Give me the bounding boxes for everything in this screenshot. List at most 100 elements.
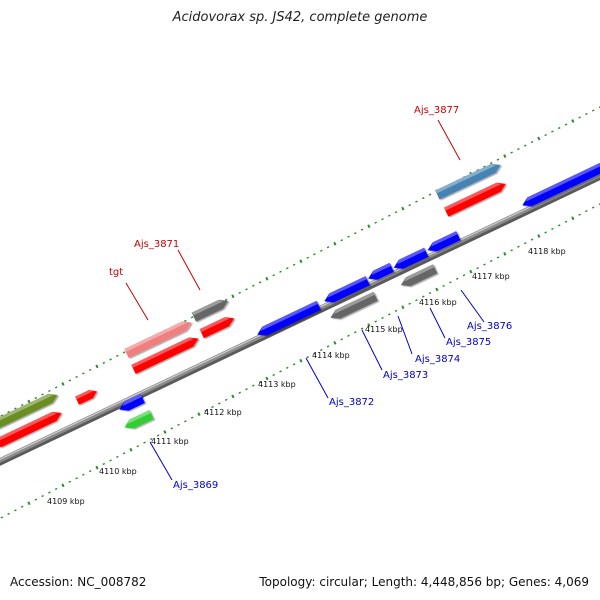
feature-body [0, 411, 62, 448]
major-tick [367, 323, 371, 327]
minor-tick [489, 161, 493, 165]
minor-tick [0, 516, 4, 519]
minor-tick [455, 277, 459, 280]
feature-body [435, 163, 501, 200]
minor-tick [462, 274, 466, 277]
minor-tick [319, 348, 323, 352]
tick-label-6: 4115 kbp [365, 325, 403, 334]
feature-olive-gene [0, 393, 58, 430]
minor-tick [109, 358, 112, 361]
minor-tick [340, 239, 343, 242]
feature-highlight [435, 163, 496, 194]
feature-highlight [131, 337, 194, 368]
feature-layer [0, 162, 600, 448]
minor-tick [136, 445, 140, 448]
minor-tick [279, 270, 282, 273]
major-tick [571, 119, 575, 123]
minor-tick [54, 386, 58, 389]
minor-tick [381, 218, 384, 221]
label-ajs-3874-leader [397, 315, 413, 355]
minor-tick [34, 498, 38, 501]
label-ajs-3873-leader [361, 329, 383, 371]
minor-tick [578, 116, 581, 119]
feature-highlight [75, 390, 93, 400]
minor-tick [551, 130, 554, 133]
label-ajs-3874: Ajs_3874 [415, 354, 460, 365]
minor-tick [544, 133, 547, 137]
minor-tick [82, 473, 85, 476]
minor-tick [564, 123, 568, 126]
feature-highlight [444, 182, 501, 211]
major-tick [537, 234, 541, 238]
feature-tgt-gene [124, 321, 192, 358]
minor-tick [353, 331, 357, 334]
feature-highlight [260, 300, 318, 331]
feature-highlight [122, 393, 142, 406]
feature-Ajs_3874-gene [368, 262, 394, 280]
minor-tick [564, 220, 568, 223]
minor-tick [442, 284, 445, 288]
feature-highlight [334, 291, 375, 315]
minor-tick [428, 291, 432, 295]
minor-tick [578, 213, 581, 216]
tick-label-0: 4109 kbp [47, 497, 85, 506]
minor-tick [557, 126, 561, 130]
label-ajs-3869-leader [149, 441, 173, 481]
feature-body [131, 337, 199, 374]
major-tick [231, 394, 235, 399]
feature-highlight [199, 317, 230, 333]
major-tick [435, 287, 439, 292]
minor-tick [258, 380, 262, 384]
minor-tick [245, 388, 248, 391]
minor-tick [7, 512, 10, 515]
minor-tick [258, 281, 262, 284]
major-tick [469, 269, 473, 274]
minor-tick [319, 249, 323, 252]
minor-tick [421, 295, 425, 298]
minor-tick [476, 267, 479, 270]
minor-tick [150, 437, 153, 441]
minor-tick [510, 151, 513, 154]
genome-summary-text: Topology: circular; Length: 4,448,856 bp… [259, 575, 589, 589]
major-tick [61, 483, 65, 488]
minor-tick [109, 459, 112, 462]
minor-tick [224, 298, 228, 301]
label-ajs-3875-leader [429, 307, 446, 339]
minor-tick [75, 375, 78, 379]
minor-tick [313, 253, 316, 256]
minor-tick [88, 470, 92, 473]
minor-tick [116, 455, 119, 458]
minor-tick [238, 391, 242, 394]
feature-highlight [397, 247, 426, 265]
minor-tick [272, 373, 276, 377]
major-tick [367, 224, 371, 229]
feature-body [75, 390, 97, 405]
minor-tick [517, 245, 520, 248]
minor-tick [449, 281, 452, 284]
minor-tick [415, 200, 418, 203]
minor-tick [313, 352, 316, 355]
major-tick [503, 154, 507, 158]
label-ajs-3877: Ajs_3877 [414, 105, 459, 116]
feature-body [199, 317, 235, 339]
minor-tick [14, 509, 17, 512]
feature-highlight [525, 162, 600, 202]
minor-tick [517, 147, 520, 151]
minor-tick [20, 505, 24, 508]
minor-tick [292, 263, 296, 266]
minor-tick [245, 288, 248, 291]
minor-tick [177, 423, 180, 426]
outer-tick-ring [0, 106, 600, 417]
label-ajs-3873: Ajs_3873 [383, 370, 428, 381]
minor-tick [387, 313, 391, 316]
label-ajs-3877-leader [437, 119, 461, 161]
minor-tick [41, 494, 44, 498]
label-ajs-3876: Ajs_3876 [467, 321, 512, 332]
minor-tick [496, 256, 500, 259]
label-leader-layer [125, 119, 485, 481]
minor-tick [306, 256, 309, 259]
feature-Ajs_3877-gene [435, 163, 501, 200]
major-tick [129, 447, 133, 452]
